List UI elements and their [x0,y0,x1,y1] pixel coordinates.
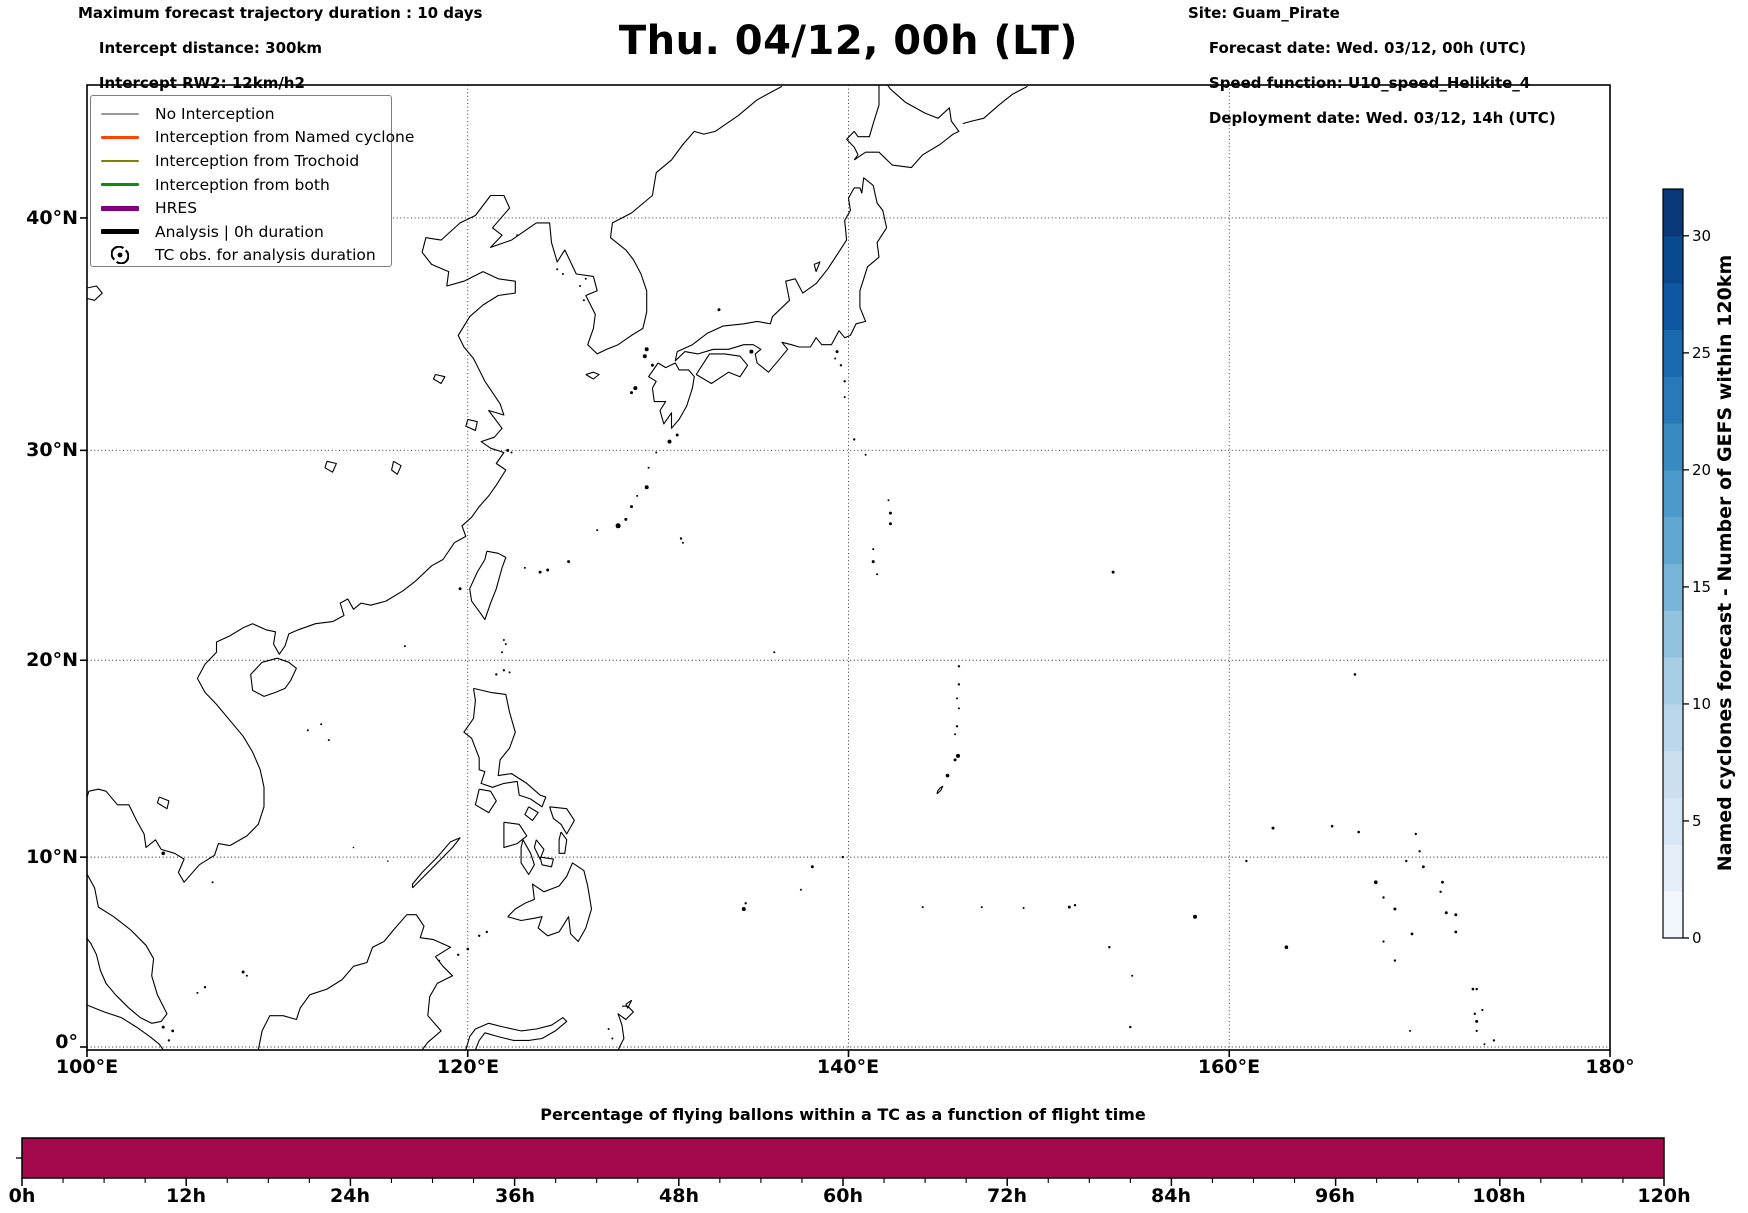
colorbar-tick-0: 0 [1692,929,1702,947]
legend-label: Interception from Trochoid [155,151,360,170]
lon-tick-label-100e: 100°E [55,1056,119,1078]
legend-label: HRES [155,199,198,218]
intercept-rw2-text: Intercept RW2: 12km/h2 [98,74,305,92]
lat-tick-label-20n: 20°N [26,649,78,671]
bar-tick-72h: 72h [987,1185,1027,1207]
max-duration-text: Maximum forecast trajectory duration : 1… [78,4,483,22]
colorbar-tick-25: 25 [1692,344,1712,362]
forecast-date-text: Forecast date: Wed. 03/12, 00h (UTC) [1208,39,1527,57]
page-title: Thu. 04/12, 00h (LT) [618,18,1079,64]
legend-item-named-cyclone: Interception from Named cyclone [91,126,414,150]
deployment-date-text: Deployment date: Wed. 03/12, 14h (UTC) [1208,109,1556,127]
intercept-distance-text: Intercept distance: 300km [98,39,323,57]
orange-line-swatch [101,136,139,139]
colorbar-tick-20: 20 [1692,461,1712,479]
bar-tick-24h: 24h [330,1185,370,1207]
bar-tick-60h: 60h [823,1185,863,1207]
flight-bar-title: Percentage of flying ballons within a TC… [540,1105,1146,1124]
olive-line-swatch [101,159,139,163]
bar-tick-48h: 48h [659,1185,699,1207]
site-text: Site: Guam_Pirate [1188,4,1340,22]
tropical-cyclone-icon [101,246,139,265]
bar-tick-12h: 12h [166,1185,206,1207]
legend-item-hres: HRES [91,196,391,220]
bar-tick-36h: 36h [495,1185,535,1207]
lon-tick-label-140e: 140°E [816,1056,880,1078]
colorbar-tick-10: 10 [1692,695,1712,713]
bar-tick-96h: 96h [1315,1185,1355,1207]
legend-label: Analysis | 0h duration [155,222,324,241]
legend-label: TC obs. for analysis duration [155,246,376,265]
legend-item-trochoid: Interception from Trochoid [91,149,391,173]
bar-tick-0h: 0h [8,1185,36,1207]
purple-line-swatch [101,205,139,211]
site-info-block: Site: Guam_Pirate Forecast date: Wed. 03… [1188,4,1556,128]
legend-item-both: Interception from both [91,173,391,197]
legend-item-no-interception: No Interception [91,102,391,126]
colorbar-tick-15: 15 [1692,578,1712,596]
colorbar-axis-label: Named cyclones forecast - Number of GEFS… [1714,254,1736,872]
legend-item-tc-obs: TC obs. for analysis duration [91,244,391,268]
black-line-swatch [101,229,139,235]
legend-label: No Interception [155,104,275,123]
lon-tick-label-120e: 120°E [436,1056,500,1078]
legend-item-analysis: Analysis | 0h duration [91,220,391,244]
legend-label: Interception from Named cyclone [155,128,415,147]
colorbar-tick-5: 5 [1692,812,1702,830]
forecast-params-block: Maximum forecast trajectory duration : 1… [78,4,483,93]
green-line-swatch [101,183,139,186]
map-legend: No Interception Interception from Named … [90,95,414,268]
speed-function-text: Speed function: U10_speed_Helikite_4 [1208,74,1531,92]
colorbar-tick-30: 30 [1692,227,1712,245]
lat-tick-label-10n: 10°N [26,846,78,868]
lat-tick-label-40n: 40°N [26,207,78,229]
lat-tick-label-30n: 30°N [26,439,78,461]
bar-tick-108h: 108h [1472,1185,1526,1207]
lon-tick-label-180: 180° [1585,1056,1635,1078]
lat-tick-label-0: 0° [55,1031,78,1053]
legend-label: Interception from both [155,175,330,194]
gray-line-swatch [101,112,139,116]
lon-tick-label-160e: 160°E [1197,1056,1261,1078]
bar-tick-84h: 84h [1151,1185,1191,1207]
bar-tick-120h: 120h [1637,1185,1691,1207]
